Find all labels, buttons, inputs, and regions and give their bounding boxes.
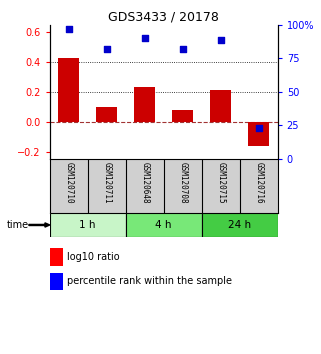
- Text: 4 h: 4 h: [155, 220, 172, 230]
- Bar: [172, 110, 193, 122]
- Point: [66, 26, 71, 32]
- Point: [180, 46, 185, 52]
- Bar: [126, 213, 202, 237]
- Text: time: time: [6, 220, 29, 230]
- Text: GSM120708: GSM120708: [178, 162, 187, 203]
- Point: [142, 35, 147, 41]
- Text: GSM120710: GSM120710: [64, 162, 73, 203]
- Bar: [202, 213, 278, 237]
- Text: GSM120715: GSM120715: [216, 162, 225, 203]
- Bar: [96, 107, 117, 122]
- Text: GSM120716: GSM120716: [254, 162, 263, 203]
- Text: percentile rank within the sample: percentile rank within the sample: [67, 276, 232, 286]
- Bar: [210, 90, 231, 122]
- Bar: [58, 58, 79, 122]
- Text: GSM120648: GSM120648: [140, 162, 149, 203]
- Title: GDS3433 / 20178: GDS3433 / 20178: [108, 11, 219, 24]
- Text: log10 ratio: log10 ratio: [67, 252, 120, 262]
- Text: GSM120711: GSM120711: [102, 162, 111, 203]
- Bar: [248, 122, 269, 145]
- Point: [256, 125, 261, 131]
- Text: 1 h: 1 h: [80, 220, 96, 230]
- Point: [104, 46, 109, 52]
- Bar: [50, 213, 126, 237]
- Point: [218, 37, 223, 42]
- Text: 24 h: 24 h: [228, 220, 251, 230]
- Bar: [134, 87, 155, 122]
